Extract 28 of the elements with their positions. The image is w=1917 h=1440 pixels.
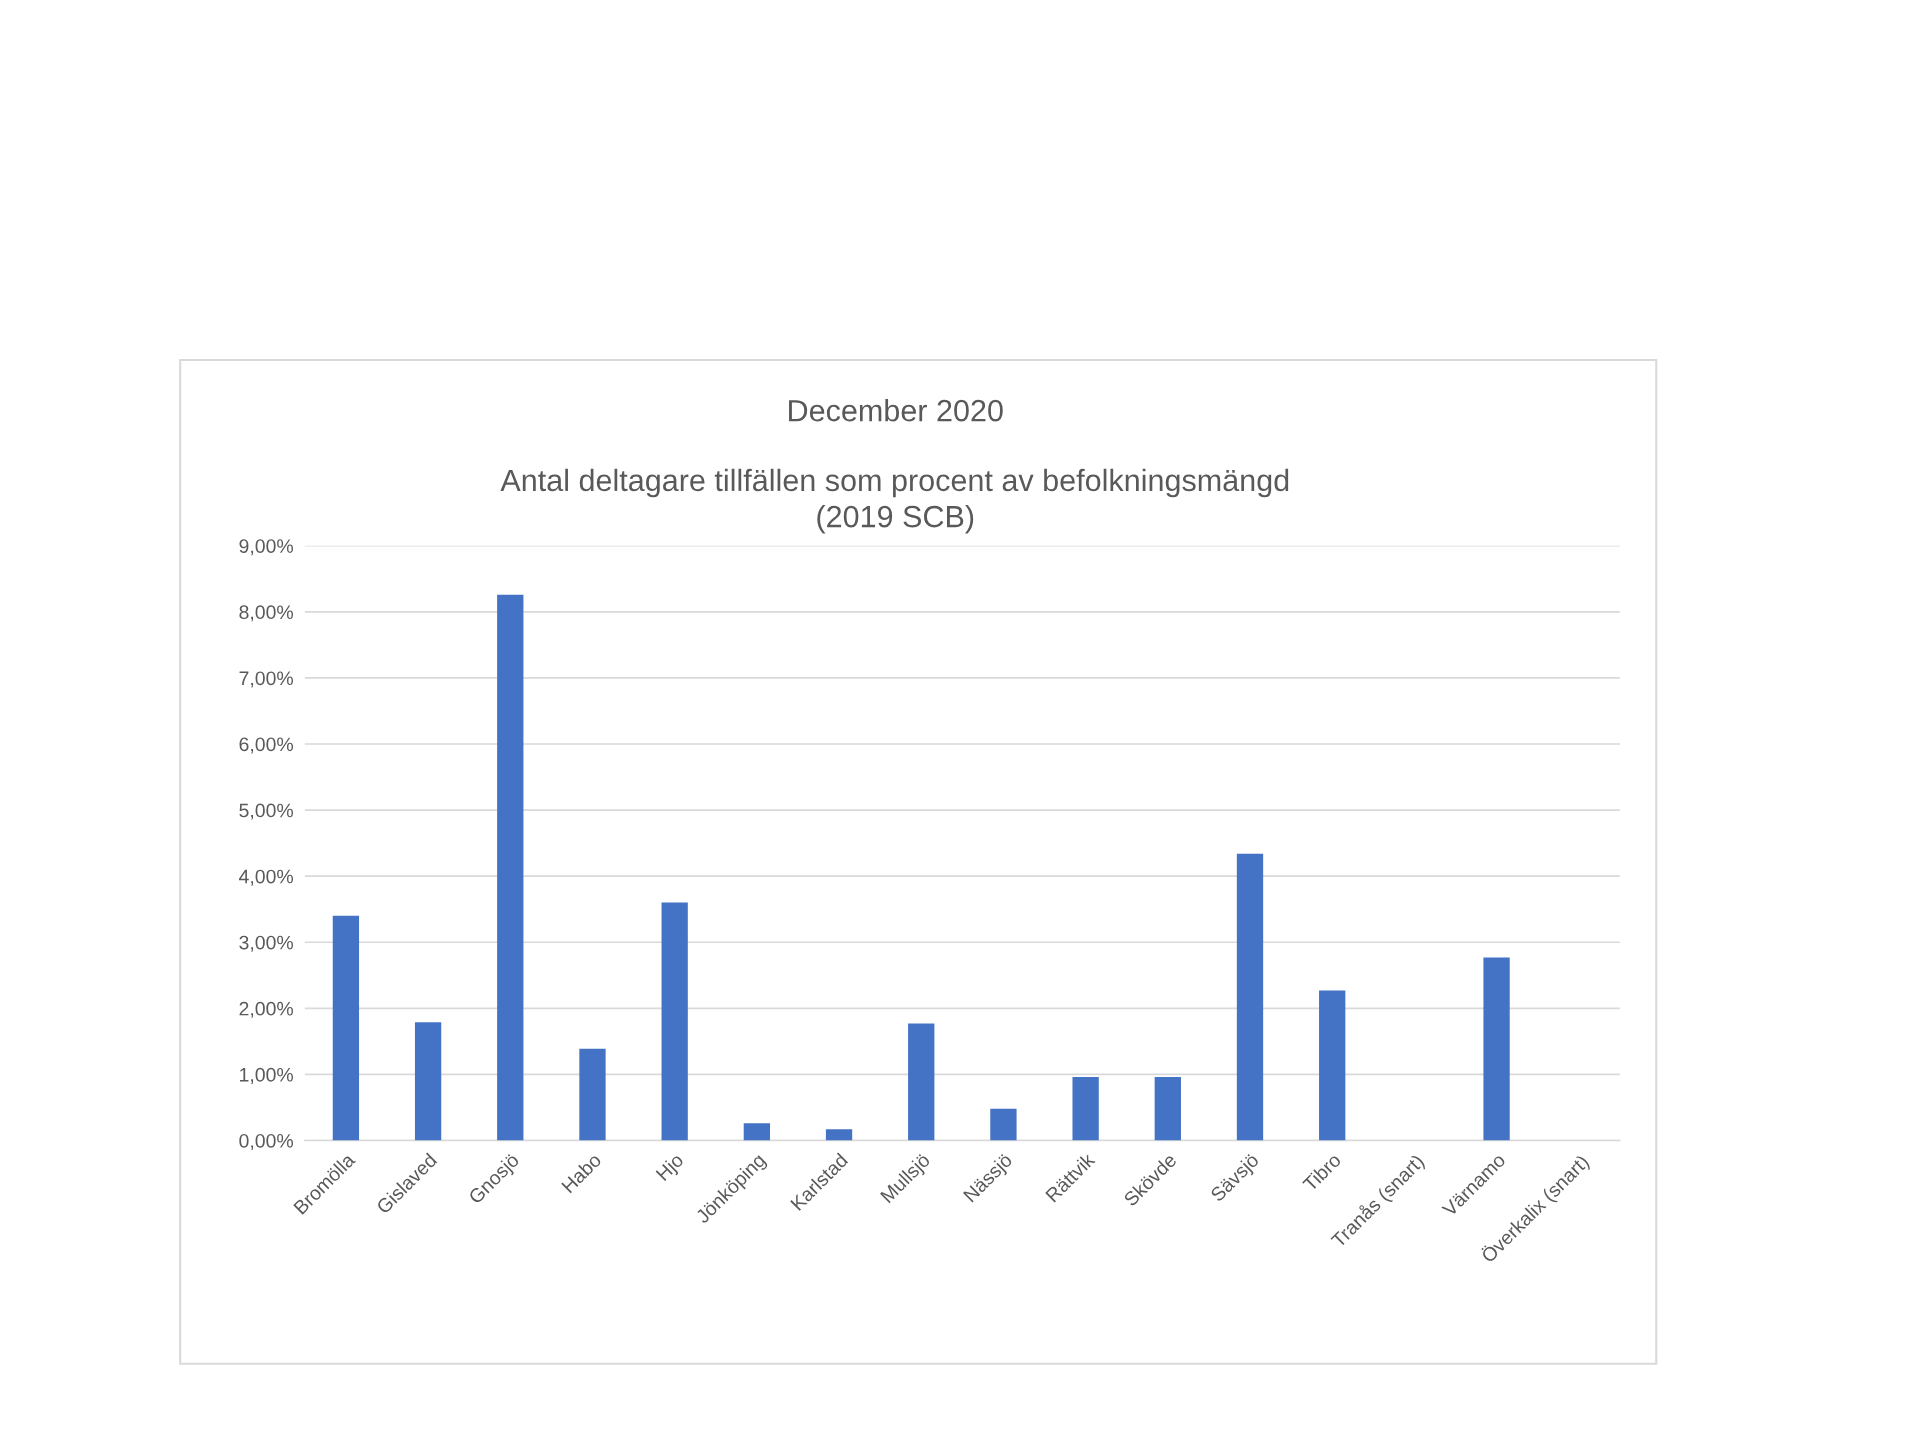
- bar: [990, 1108, 1017, 1141]
- y-tick-label: 7,00%: [239, 671, 293, 688]
- y-tick-label: 4,00%: [239, 869, 293, 886]
- y-tick-label: 3,00%: [239, 935, 293, 952]
- bar: [1319, 990, 1346, 1141]
- y-tick-label: 2,00%: [239, 1001, 293, 1018]
- bar: [579, 1048, 606, 1141]
- bar: [1236, 853, 1264, 1141]
- bar: [1072, 1077, 1099, 1141]
- bar: [1154, 1077, 1181, 1141]
- bar: [414, 1022, 442, 1141]
- chart-title: December 2020: [789, 399, 1003, 422]
- y-tick-label: 8,00%: [239, 605, 293, 622]
- bar: [908, 1023, 935, 1141]
- y-tick-label: 9,00%: [239, 539, 293, 556]
- bar: [661, 902, 688, 1141]
- x-tick-label: Hjo: [655, 1152, 687, 1184]
- bar: [1483, 957, 1510, 1141]
- chart-subtitle: Antal deltagare tillfällen som procent av befolkningsmängd (2019 SCB): [500, 468, 1289, 534]
- y-tick-label: 6,00%: [239, 737, 293, 754]
- bar: [332, 915, 360, 1141]
- y-tick-label: 5,00%: [239, 803, 293, 820]
- y-tick-label: 0,00%: [239, 1133, 293, 1151]
- bar: [743, 1123, 771, 1141]
- bar: [497, 594, 524, 1141]
- bar: [825, 1129, 853, 1141]
- x-tick-label: Tibro: [1301, 1152, 1342, 1193]
- y-tick-label: 1,00%: [240, 1067, 293, 1084]
